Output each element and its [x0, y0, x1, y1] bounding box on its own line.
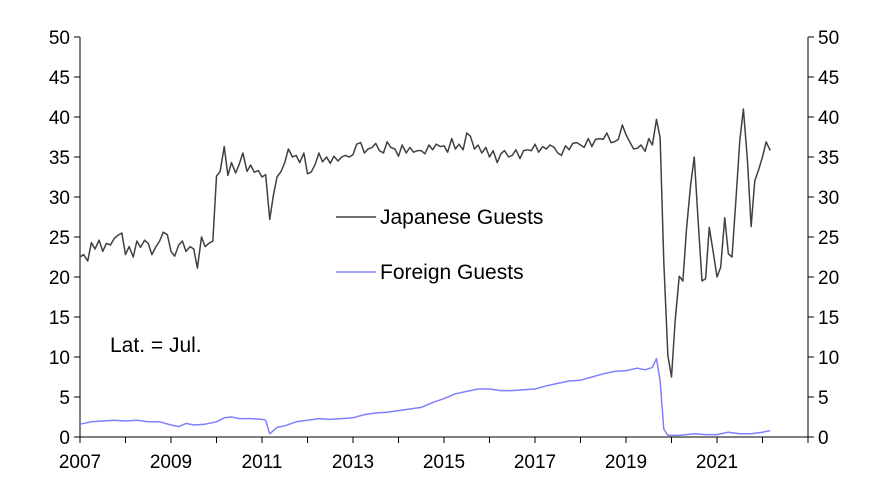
right-y-tick-label: 35 — [818, 148, 839, 169]
right-y-tick-label: 50 — [818, 28, 839, 49]
right-y-tick-label: 5 — [818, 388, 829, 409]
right-y-tick-label: 0 — [818, 428, 829, 449]
latest-annotation: Lat. = Jul. — [110, 334, 202, 357]
left-y-tick-label: 25 — [49, 228, 70, 249]
x-tick-label: 2021 — [696, 452, 738, 473]
right-y-tick-label: 25 — [818, 228, 839, 249]
x-tick-label: 2007 — [59, 452, 101, 473]
right-y-tick-label: 45 — [818, 68, 839, 89]
left-y-tick-label: 30 — [49, 188, 70, 209]
left-y-tick-label: 10 — [49, 348, 70, 369]
right-y-tick-label: 15 — [818, 308, 839, 329]
x-tick-label: 2017 — [514, 452, 556, 473]
x-tick-label: 2009 — [150, 452, 192, 473]
left-y-tick-label: 45 — [49, 68, 70, 89]
legend-label-japanese-guests: Japanese Guests — [380, 206, 543, 229]
x-axis: 2007 2009 2011 2013 2015 2017 2019 2021 — [59, 436, 809, 473]
series-lines — [79, 108, 771, 437]
left-y-tick-label: 0 — [59, 428, 70, 449]
left-y-tick-label: 40 — [49, 108, 70, 129]
right-y-tick-label: 40 — [818, 108, 839, 129]
x-tick-label: 2011 — [242, 452, 283, 473]
right-y-tick-label: 30 — [818, 188, 839, 209]
x-tick-label: 2019 — [605, 452, 647, 473]
left-y-tick-label: 35 — [49, 148, 70, 169]
right-y-axis: 0 5 10 15 20 25 30 35 40 45 50 — [807, 28, 839, 449]
left-y-axis: 0 5 10 15 20 25 30 35 40 45 50 — [49, 28, 81, 449]
legend: Japanese Guests Foreign Guests — [336, 206, 543, 284]
legend-label-foreign-guests: Foreign Guests — [380, 261, 524, 284]
right-y-tick-label: 10 — [818, 348, 839, 369]
left-y-tick-label: 15 — [49, 308, 70, 329]
series-line-japanese-guests — [79, 108, 771, 378]
left-y-tick-label: 20 — [49, 268, 70, 289]
series-line-foreign-guests — [79, 357, 771, 437]
left-y-tick-label: 5 — [59, 388, 70, 409]
x-tick-label: 2015 — [423, 452, 465, 473]
left-y-tick-label: 50 — [49, 28, 70, 49]
right-y-tick-label: 20 — [818, 268, 839, 289]
x-tick-label: 2013 — [332, 452, 374, 473]
